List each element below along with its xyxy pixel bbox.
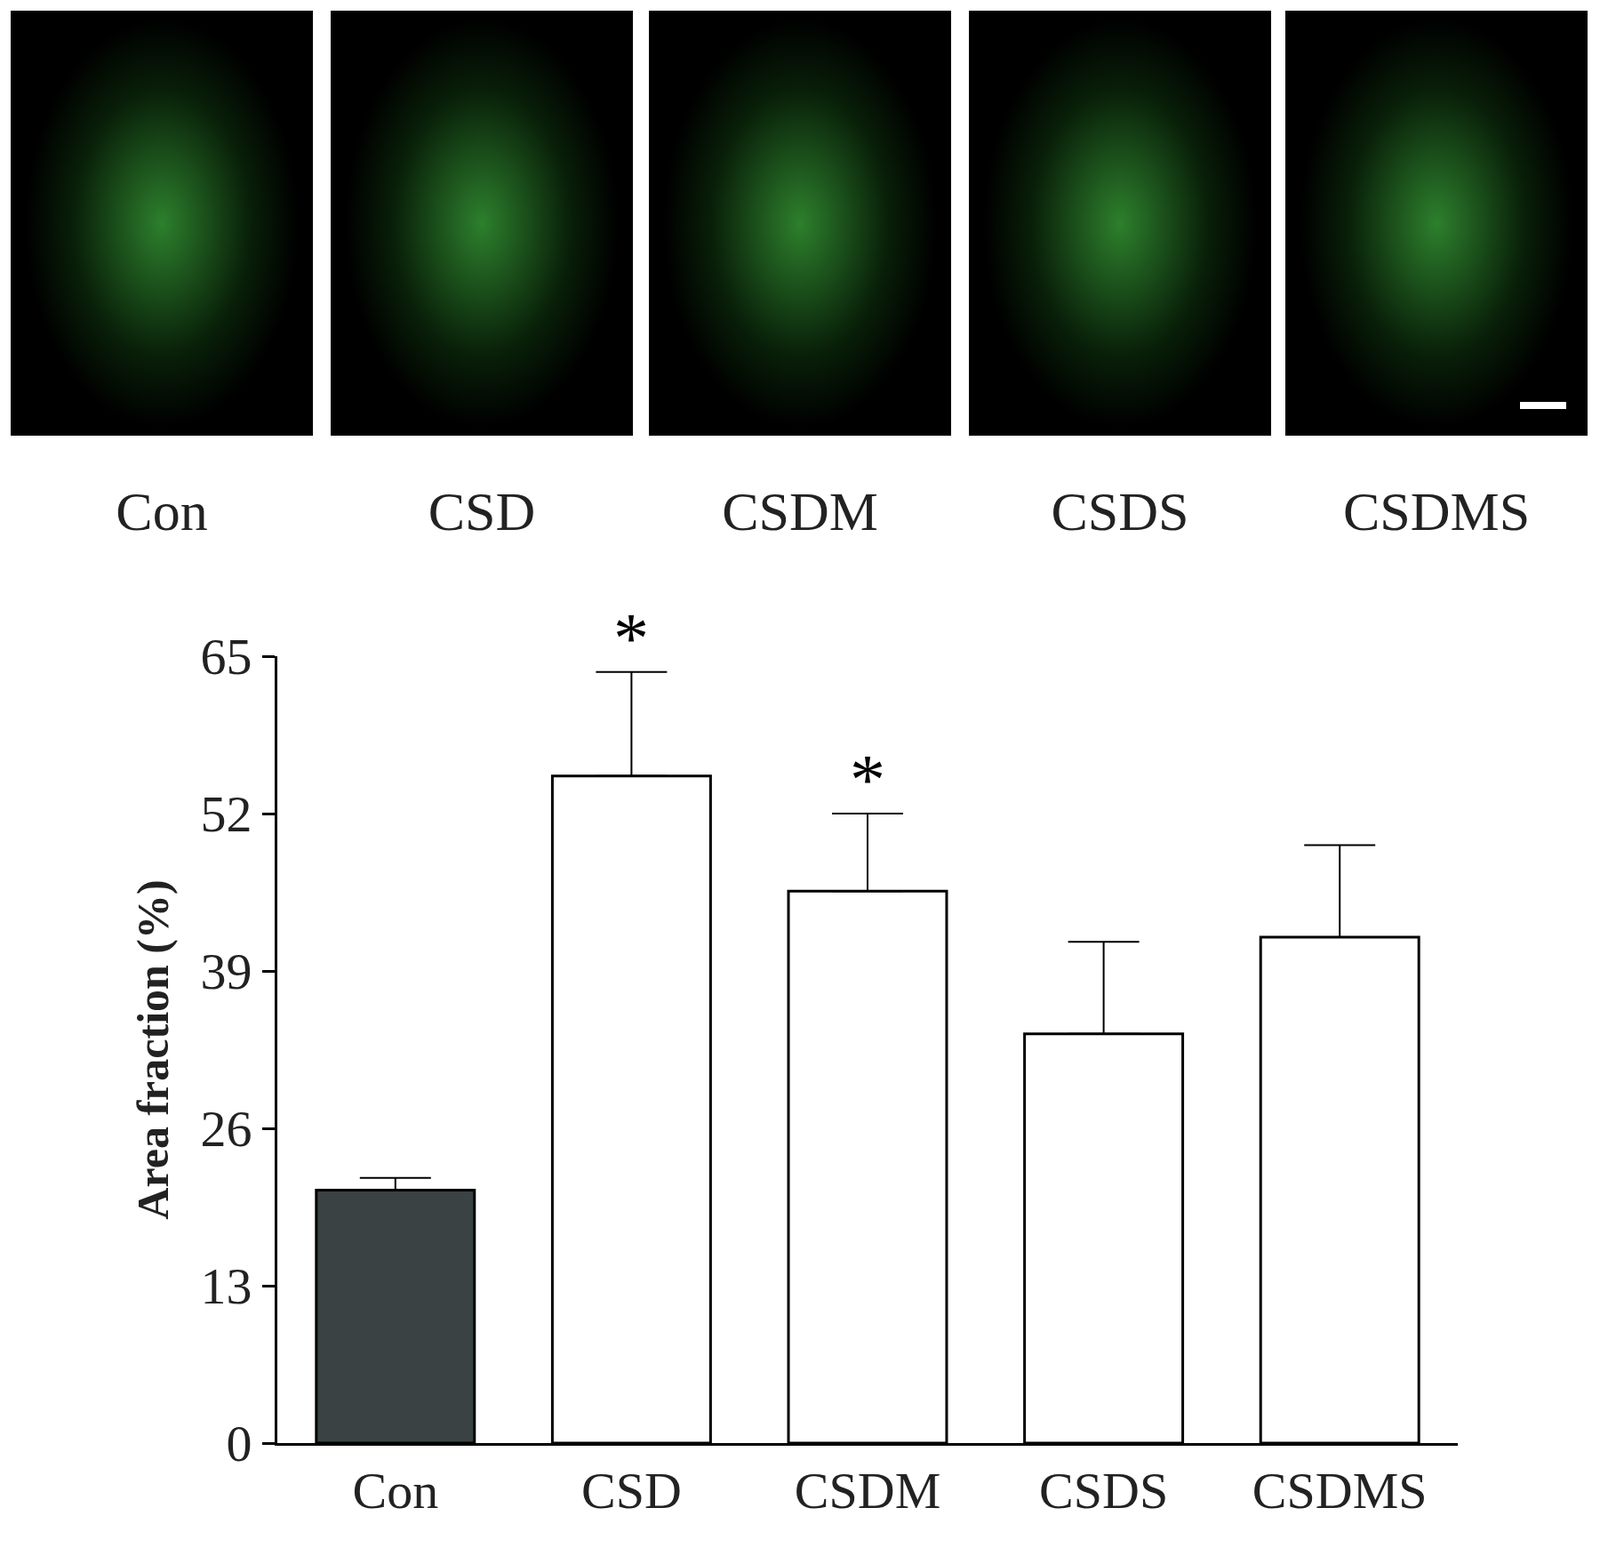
svg-text:0: 0 — [225, 1414, 252, 1472]
svg-text:39: 39 — [200, 942, 252, 1000]
svg-text:*: * — [613, 599, 649, 678]
svg-text:CSDS: CSDS — [1039, 1461, 1168, 1520]
html-text:CSDMS: CSDMS — [1343, 480, 1530, 542]
svg-text:Area fraction (%): Area fraction (%) — [128, 879, 178, 1219]
svg-text:CSD: CSD — [581, 1461, 682, 1520]
svg-text:26: 26 — [200, 1099, 252, 1158]
html-text:CSD: CSD — [428, 480, 536, 542]
svg-text:CSDM: CSDM — [794, 1461, 941, 1520]
html-text:CSDM: CSDM — [721, 480, 879, 542]
html-text:Con: Con — [115, 480, 208, 542]
svg-text:CSDMS: CSDMS — [1252, 1461, 1428, 1520]
svg-text:*: * — [849, 740, 886, 819]
svg-text:65: 65 — [200, 627, 252, 686]
svg-text:Con: Con — [352, 1461, 439, 1520]
svg-text:52: 52 — [200, 784, 252, 843]
svg-text:13: 13 — [200, 1256, 252, 1315]
html-text:CSDS: CSDS — [1051, 480, 1189, 542]
